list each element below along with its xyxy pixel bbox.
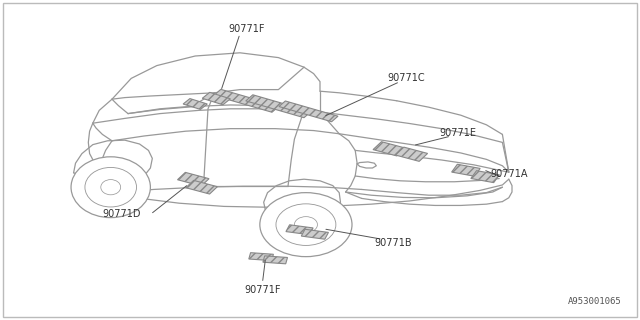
- Polygon shape: [301, 229, 328, 239]
- Polygon shape: [286, 225, 313, 235]
- Polygon shape: [396, 147, 428, 161]
- Polygon shape: [246, 95, 311, 118]
- Polygon shape: [452, 164, 480, 176]
- Polygon shape: [249, 253, 273, 260]
- Ellipse shape: [71, 157, 150, 218]
- Ellipse shape: [276, 204, 336, 245]
- Ellipse shape: [260, 193, 352, 257]
- Text: 90771C: 90771C: [388, 73, 425, 84]
- Text: 90771A: 90771A: [490, 169, 527, 180]
- Polygon shape: [471, 171, 499, 183]
- Polygon shape: [279, 101, 338, 122]
- Polygon shape: [177, 172, 209, 186]
- Polygon shape: [183, 99, 207, 109]
- Polygon shape: [263, 256, 287, 264]
- Ellipse shape: [101, 180, 120, 195]
- Text: 90771F: 90771F: [244, 284, 281, 295]
- Text: A953001065: A953001065: [568, 297, 622, 306]
- Ellipse shape: [294, 217, 317, 233]
- Text: 90771D: 90771D: [102, 209, 141, 220]
- Polygon shape: [214, 89, 279, 112]
- Ellipse shape: [85, 167, 136, 207]
- Text: 90771F: 90771F: [228, 24, 265, 34]
- Polygon shape: [186, 180, 218, 194]
- Polygon shape: [373, 142, 405, 156]
- Text: 90771B: 90771B: [375, 238, 412, 248]
- Polygon shape: [202, 92, 230, 105]
- Text: 90771E: 90771E: [439, 128, 476, 138]
